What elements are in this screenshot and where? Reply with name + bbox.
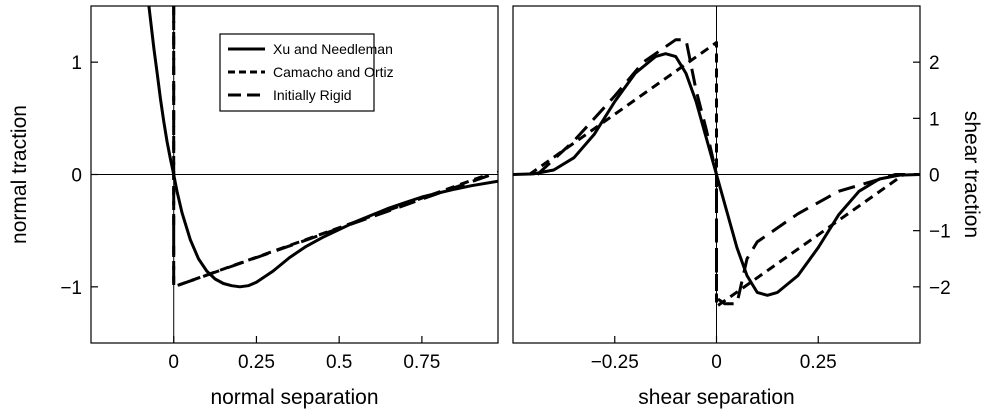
y-tick-label: 1 [71, 53, 82, 74]
x-axis-title: shear separation [638, 386, 794, 409]
legend: Xu and Needleman Camacho and Ortiz Initial… [219, 33, 394, 112]
y-axis-title: shear traction [960, 111, 983, 238]
y-tick-label: −1 [929, 222, 951, 243]
legend-label-initially-rigid: Initially Rigid [273, 87, 352, 103]
normal-traction-panel: 0 0.25 0.5 0.75 −1 0 1 normal separation normal … [8, 5, 499, 409]
x-tick-label: 0.75 [403, 352, 440, 373]
y-tick-label: −2 [929, 278, 951, 299]
x-axis-title: normal separation [210, 386, 378, 409]
x-tick-label: 0.5 [326, 352, 352, 373]
y-tick-label: 0 [71, 166, 82, 187]
x-tick-label: 0.25 [238, 352, 275, 373]
x-tick-label: 0.25 [800, 352, 837, 373]
curves [147, 6, 498, 289]
x-tick-label: −0.25 [591, 352, 639, 373]
shear-traction-panel: −0.25 0 0.25 −2 −1 0 1 2 shear separation shear t… [512, 5, 983, 409]
legend-label-xu-and-needleman: Xu and Needleman [273, 41, 393, 57]
x-tick-label: 0 [711, 352, 722, 373]
series-line-initially-rigid [536, 38, 920, 306]
y-axis-title: normal traction [8, 105, 31, 244]
legend-label-camacho-and-ortiz: Camacho and Ortiz [273, 64, 394, 80]
curves [513, 38, 920, 308]
x-tick-label: 0 [168, 352, 179, 373]
y-tick-label: 2 [929, 53, 940, 74]
y-tick-label: 0 [929, 166, 940, 187]
y-tick-label: 1 [929, 109, 940, 130]
y-tick-label: −1 [60, 278, 82, 299]
series-line-xu-and-needleman [147, 6, 498, 289]
series-line-initially-rigid [172, 6, 498, 289]
